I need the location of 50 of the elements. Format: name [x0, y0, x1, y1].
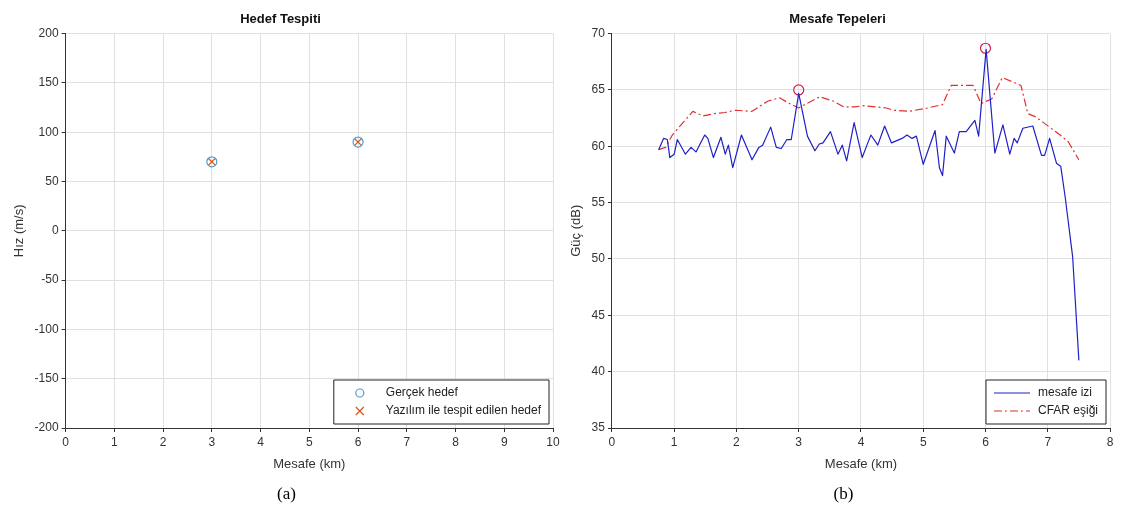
y-tick-label: -50	[41, 272, 59, 287]
x-tick-label: 7	[1044, 434, 1052, 449]
y-tick-label: -200	[34, 420, 59, 435]
y-tick-label: 50	[45, 173, 59, 188]
x-axis-title: Mesafe (km)	[824, 455, 898, 471]
y-tick-label: 45	[591, 307, 606, 322]
y-tick-label: 100	[38, 124, 59, 139]
x-tick-label: 5	[919, 434, 927, 449]
y-tick-label: 60	[591, 138, 606, 153]
chart-title: Mesafe Tepeleri	[789, 11, 886, 27]
x-axis-title: Mesafe (km)	[273, 455, 346, 471]
legend-label: Gerçek hedef	[385, 385, 459, 400]
y-tick-label: 55	[591, 194, 606, 209]
x-tick-label: 1	[670, 434, 678, 449]
y-tick-label: 0	[51, 223, 59, 238]
y-tick-label: -150	[34, 371, 59, 386]
text: (b)	[832, 484, 855, 504]
x-tick-label: 8	[1106, 434, 1114, 449]
x-tick-label: 8	[452, 434, 460, 449]
x-tick-label: 0	[62, 434, 70, 449]
x-tick-label: 2	[733, 434, 741, 449]
y-tick-label: 200	[38, 25, 59, 40]
chart-title: Hedef Tespiti	[240, 11, 321, 27]
x-tick-label: 10	[546, 434, 560, 449]
text: (a)	[276, 484, 297, 504]
x-tick-label: 2	[159, 434, 167, 449]
x-tick-label: 6	[354, 434, 362, 449]
y-axis-title: Hız (m/s)	[11, 204, 27, 258]
y-tick-label: 35	[591, 420, 606, 435]
x-tick-label: 9	[500, 434, 508, 449]
x-tick-label: 4	[857, 434, 865, 449]
y-tick-label: 40	[591, 363, 606, 378]
x-tick-label: 3	[795, 434, 803, 449]
y-tick-label: -100	[34, 321, 59, 336]
legend-label: mesafe izi	[1037, 385, 1093, 400]
x-tick-label: 5	[305, 434, 313, 449]
x-tick-label: 4	[257, 434, 265, 449]
x-tick-label: 0	[608, 434, 616, 449]
x-tick-label: 3	[208, 434, 216, 449]
y-tick-label: 150	[38, 75, 59, 90]
y-tick-label: 65	[591, 82, 606, 97]
x-tick-label: 6	[982, 434, 990, 449]
legend-label: Yazılım ile tespit edilen hedef	[385, 403, 542, 418]
legend-label: CFAR eşiği	[1037, 403, 1099, 418]
y-tick-label: 50	[591, 251, 606, 266]
y-tick-label: 70	[591, 25, 606, 40]
y-axis-title: Güç (dB)	[568, 204, 584, 257]
x-tick-label: 7	[403, 434, 411, 449]
line-series	[658, 76, 1080, 161]
x-tick-label: 1	[111, 434, 119, 449]
